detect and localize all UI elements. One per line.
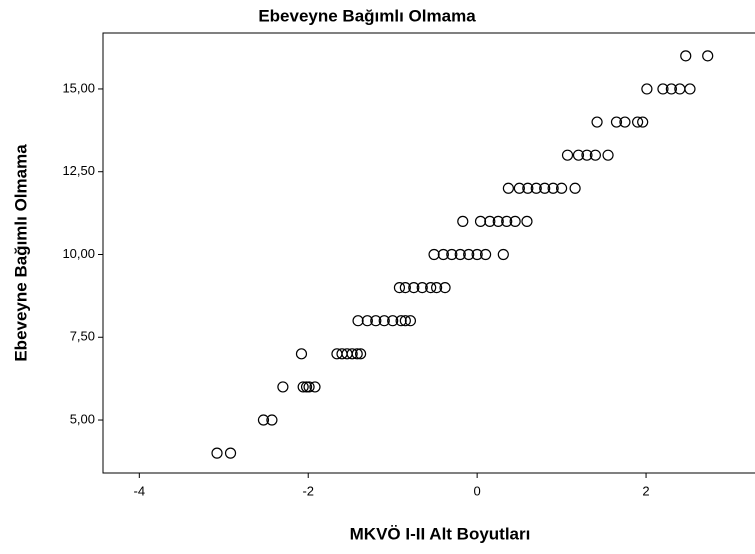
point: [404, 315, 417, 327]
chart-title: Ebeveyne Bağımlı Olmama: [258, 6, 476, 25]
point: [266, 414, 278, 426]
point: [521, 215, 533, 227]
y-tick-label: 15,00: [62, 80, 95, 95]
point: [619, 116, 631, 128]
point: [408, 281, 420, 294]
point: [395, 315, 407, 327]
point: [637, 116, 649, 128]
point: [431, 281, 443, 294]
point: [295, 348, 308, 360]
point: [581, 149, 593, 161]
plot-frame: [102, 32, 755, 474]
point: [439, 281, 451, 294]
point: [224, 447, 237, 459]
point: [446, 248, 458, 261]
point: [539, 182, 551, 194]
point: [513, 182, 525, 194]
point: [492, 215, 504, 227]
x-tick-label: 2: [642, 483, 649, 498]
point: [454, 248, 466, 261]
point: [416, 281, 428, 294]
point: [378, 315, 390, 327]
point: [589, 149, 601, 161]
point: [300, 381, 313, 393]
point: [522, 182, 534, 194]
point: [277, 381, 289, 393]
x-tick-label: 0: [474, 483, 481, 498]
y-tick-label: 5,00: [70, 411, 95, 426]
point: [530, 182, 542, 194]
point: [665, 83, 677, 95]
point: [351, 348, 363, 360]
point: [610, 116, 623, 128]
point: [425, 281, 437, 294]
point: [257, 414, 270, 426]
point: [437, 248, 449, 261]
point: [463, 248, 475, 261]
point: [370, 315, 382, 327]
point: [602, 149, 614, 161]
point: [561, 149, 574, 161]
point: [680, 50, 692, 62]
point: [309, 381, 321, 393]
point: [399, 315, 411, 327]
x-axis-label: MKVÖ I-II Alt Boyutları: [350, 524, 531, 543]
point: [569, 182, 581, 194]
point: [657, 83, 669, 95]
point: [471, 248, 483, 261]
point: [509, 215, 521, 227]
point: [572, 149, 585, 161]
point: [547, 182, 559, 194]
y-tick-label: 7,50: [70, 329, 95, 344]
point: [393, 281, 406, 294]
point: [632, 116, 644, 128]
y-tick-label: 10,00: [62, 246, 95, 261]
point: [387, 315, 399, 327]
point: [591, 116, 603, 128]
x-tick-label: -2: [302, 483, 314, 498]
point: [457, 215, 469, 227]
point: [474, 215, 487, 227]
y-tick-label: 12,50: [62, 163, 95, 178]
point: [354, 348, 367, 360]
point: [702, 50, 714, 62]
point: [497, 248, 509, 261]
point: [346, 348, 358, 360]
x-tick-label: -4: [134, 483, 146, 498]
point: [361, 315, 373, 327]
point: [484, 215, 496, 227]
point: [502, 182, 514, 194]
point: [399, 281, 411, 294]
point: [555, 182, 568, 194]
point: [303, 381, 315, 393]
point: [297, 381, 309, 393]
point: [641, 83, 653, 95]
point: [211, 447, 223, 459]
point: [428, 248, 440, 261]
point: [479, 248, 492, 261]
point: [684, 83, 696, 95]
point: [352, 315, 364, 327]
y-axis-label: Ebeveyne Bağımlı Olmama: [11, 144, 30, 362]
point: [501, 215, 513, 227]
